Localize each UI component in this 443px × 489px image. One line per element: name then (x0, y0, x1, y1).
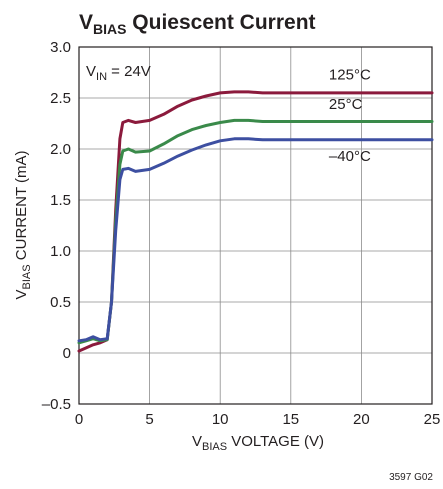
series-label: 125°C (329, 67, 371, 84)
chart-title: VBIAS Quiescent Current (79, 11, 316, 37)
series-labels: 125°C 25°C –40°C (329, 67, 371, 166)
y-tick-label: 2.5 (50, 90, 71, 107)
series-line (77, 90, 434, 353)
y-tick-labels: –0.5 0 0.5 1.0 1.5 2.0 2.5 3.0 (42, 39, 71, 413)
y-tick-label: 1.0 (50, 243, 71, 260)
x-tick-label: 20 (353, 411, 370, 428)
x-tick-label: 10 (212, 411, 229, 428)
y-tick-label: 0.5 (50, 294, 71, 311)
x-tick-label: 15 (282, 411, 299, 428)
y-axis-label: VBIAS CURRENT (mA) (13, 151, 33, 300)
series-line (77, 137, 434, 343)
series-line (77, 118, 434, 345)
x-tick-label: 25 (424, 411, 441, 428)
series-label: 25°C (329, 96, 363, 113)
y-tick-label: –0.5 (42, 396, 71, 413)
plot-frame (78, 46, 433, 405)
y-tick-label: 0 (63, 345, 71, 362)
y-tick-label: 2.0 (50, 141, 71, 158)
series-label: –40°C (329, 148, 371, 165)
x-tick-label: 0 (75, 411, 83, 428)
grid (79, 47, 432, 404)
x-tick-labels: 0 5 10 15 20 25 (75, 411, 441, 428)
x-axis-label: VBIAS VOLTAGE (V) (192, 433, 324, 453)
y-tick-label: 1.5 (50, 192, 71, 209)
figure-code: 3597 G02 (389, 472, 433, 483)
y-tick-label: 3.0 (50, 39, 71, 56)
condition-label: VIN = 24V (86, 63, 151, 83)
x-tick-label: 5 (145, 411, 153, 428)
series-layer (77, 90, 434, 353)
